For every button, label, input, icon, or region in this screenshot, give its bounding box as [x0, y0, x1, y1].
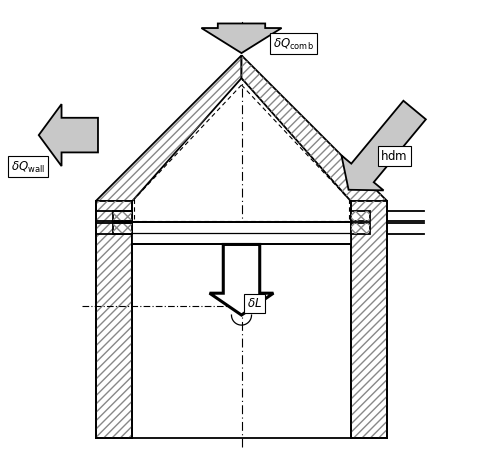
Bar — [351, 223, 370, 234]
Bar — [113, 223, 132, 234]
Text: $\delta Q_{\rm wall}$: $\delta Q_{\rm wall}$ — [12, 159, 45, 175]
Polygon shape — [210, 244, 273, 315]
Bar — [351, 211, 370, 221]
Polygon shape — [341, 101, 426, 191]
Text: $\delta Q_{\rm comb}$: $\delta Q_{\rm comb}$ — [273, 37, 314, 52]
Polygon shape — [96, 55, 242, 201]
Bar — [113, 211, 132, 221]
Polygon shape — [96, 201, 132, 438]
Polygon shape — [39, 104, 98, 166]
Polygon shape — [351, 201, 387, 438]
Bar — [351, 211, 370, 221]
Bar — [113, 211, 132, 221]
Bar — [113, 223, 132, 234]
Text: $\delta L$: $\delta L$ — [247, 297, 262, 310]
Bar — [351, 223, 370, 234]
Polygon shape — [201, 23, 282, 53]
Text: $\rm hdm$: $\rm hdm$ — [381, 149, 408, 163]
Bar — [132, 222, 351, 244]
Polygon shape — [242, 55, 387, 201]
Polygon shape — [132, 201, 351, 438]
